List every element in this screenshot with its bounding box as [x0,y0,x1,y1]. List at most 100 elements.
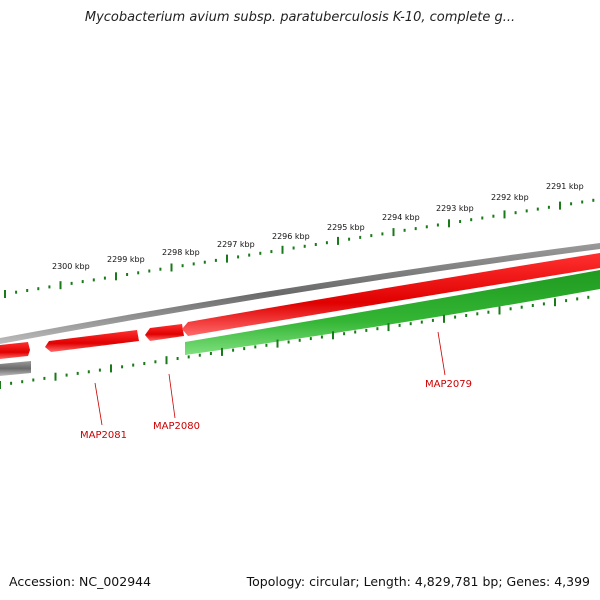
gene-reverse-strand[interactable] [185,270,600,355]
ruler-minor-tick [298,338,301,342]
gene-map2080[interactable] [145,324,184,341]
ruler-major-tick [443,314,445,323]
ruler-minor-tick [237,255,240,259]
ruler-minor-tick [126,273,129,276]
ruler-major-tick [4,290,6,298]
backbone-track-left [0,361,31,376]
ruler-minor-tick [37,287,40,291]
ruler-minor-tick [592,198,595,202]
ruler-minor-tick [248,253,251,257]
ruler-minor-tick [370,234,373,238]
ruler-minor-tick [98,368,101,372]
ruler-minor-tick [192,262,195,266]
ruler-major-tick [110,364,112,373]
ruler-minor-tick [536,207,539,211]
gene-map2081[interactable] [45,330,139,352]
ruler-minor-tick [103,276,106,280]
ruler-minor-tick [436,223,439,227]
ruler-minor-tick [509,307,512,311]
ruler-major-tick [337,236,339,245]
ruler-minor-tick [320,335,323,339]
gene-label-map2079[interactable]: MAP2079 [425,379,472,390]
ruler-minor-tick [476,312,479,316]
gene-forward-left-edge[interactable] [0,342,30,359]
ruler-minor-tick [525,209,528,213]
ruler-minor-tick [209,352,212,355]
ruler-minor-tick [176,357,179,360]
ruler-minor-tick [243,347,246,351]
ruler-minor-tick [81,280,84,284]
ruler-minor-tick [376,327,379,331]
ruler-tick-label: 2299 kbp [107,255,145,264]
ruler-labels: 2291 kbp 2292 kbp 2293 kbp 2294 kbp 2295 kbp… [52,182,584,271]
ruler-major-tick [165,356,168,365]
ruler-minor-tick [254,345,257,349]
ruler-major-tick [226,254,228,263]
ruler-minor-tick [303,244,306,248]
ruler-minor-tick [514,211,517,215]
ruler-minor-tick [465,314,468,317]
ruler-minor-tick [48,285,51,289]
ruler-outer [4,198,595,298]
gene-label-leader [94,382,103,426]
ruler-major-tick [170,263,173,272]
ruler-major-tick [448,219,450,228]
ruler-minor-tick [232,348,235,352]
ruler-minor-tick [576,297,579,301]
gene-map2079[interactable] [182,253,600,336]
ruler-minor-tick [92,278,95,282]
map-title: Mycobacterium avium subsp. paratuberculo… [84,10,516,25]
ruler-minor-tick [143,362,146,365]
ruler-major-tick [559,201,561,210]
ruler-minor-tick [454,315,457,319]
ruler-minor-tick [492,214,495,218]
gene-label-leader [437,331,446,376]
ruler-minor-tick [587,295,590,299]
ruler-minor-tick [325,241,328,245]
ruler-minor-tick [381,232,384,236]
ruler-minor-tick [265,343,268,347]
ruler-minor-tick [431,318,434,322]
ruler-minor-tick [481,216,484,220]
ruler-minor-tick [187,355,190,359]
ruler-major-tick [392,228,395,237]
ruler-major-tick [332,331,334,340]
ruler-minor-tick [420,320,423,324]
ruler-minor-tick [470,218,473,222]
ruler-major-tick [0,381,1,389]
ruler-major-tick [503,210,506,219]
ruler-minor-tick [354,330,357,334]
ruler-minor-tick [365,328,368,332]
ruler-minor-tick [203,260,206,264]
ruler-minor-tick [43,376,46,380]
ruler-minor-tick [403,228,406,232]
gene-label-leader [168,373,176,419]
ruler-tick-label: 2298 kbp [162,248,200,257]
ruler-minor-tick [414,227,417,231]
ruler-minor-tick [459,220,462,223]
gene-label-map2081[interactable]: MAP2081 [80,430,127,441]
ruler-major-tick [387,323,390,332]
ruler-minor-tick [359,235,362,239]
ruler-minor-tick [542,302,545,306]
ruler-major-tick [221,347,223,356]
ruler-major-tick [276,339,279,348]
ruler-major-tick [59,281,62,290]
ruler-major-tick [115,272,117,281]
ruler-minor-tick [15,290,18,294]
ruler-minor-tick [314,243,317,246]
ruler-tick-label: 2292 kbp [491,193,529,202]
genome-summary-text: Topology: circular; Length: 4,829,781 bp… [246,574,590,589]
ruler-minor-tick [487,310,490,314]
ruler-minor-tick [181,264,184,268]
ruler-minor-tick [26,289,29,292]
ruler-minor-tick [398,323,401,327]
ruler-minor-tick [259,251,262,255]
ruler-tick-label: 2295 kbp [327,223,365,232]
gene-label-map2080[interactable]: MAP2080 [153,421,200,432]
ruler-minor-tick [76,371,79,375]
ruler-minor-tick [214,258,217,262]
ruler-minor-tick [570,202,573,206]
ruler-tick-label: 2291 kbp [546,182,584,191]
